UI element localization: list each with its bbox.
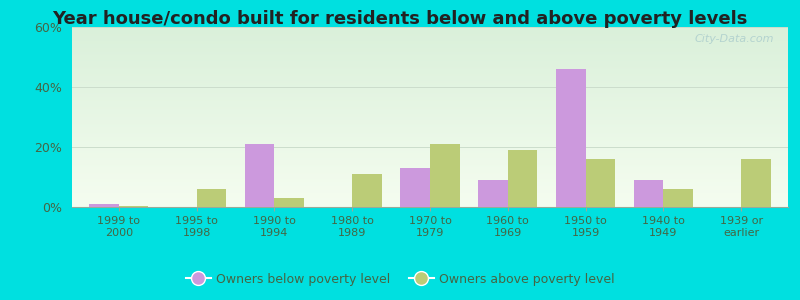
Bar — [245, 144, 274, 207]
Text: City-Data.com: City-Data.com — [694, 34, 774, 44]
Bar — [401, 168, 430, 207]
Bar — [197, 189, 226, 207]
Bar — [742, 159, 771, 207]
Bar — [663, 189, 693, 207]
Bar — [478, 180, 508, 207]
Bar — [634, 180, 663, 207]
Text: Year house/condo built for residents below and above poverty levels: Year house/condo built for residents bel… — [52, 11, 748, 28]
Bar — [508, 150, 538, 207]
Bar — [430, 144, 459, 207]
Bar — [274, 198, 304, 207]
Legend: Owners below poverty level, Owners above poverty level: Owners below poverty level, Owners above… — [181, 268, 619, 291]
Bar — [586, 159, 615, 207]
Bar — [118, 206, 148, 207]
Bar — [89, 204, 118, 207]
Bar — [352, 174, 382, 207]
Bar — [556, 69, 586, 207]
